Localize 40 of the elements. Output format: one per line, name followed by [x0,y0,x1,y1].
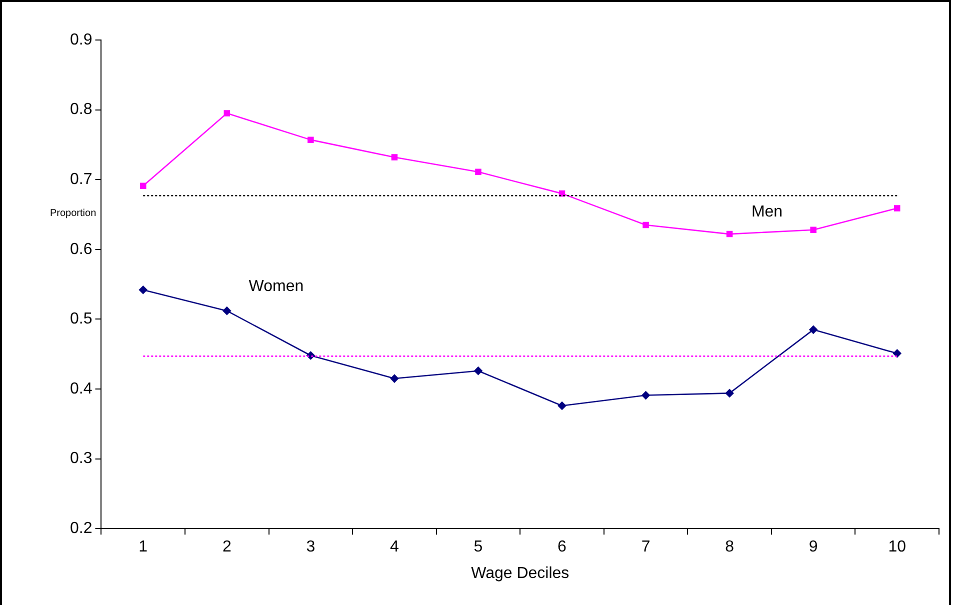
point [391,154,398,160]
y-tick-label: 0.5 [70,310,92,328]
y-tick-label: 0.4 [70,380,92,398]
point [308,136,314,143]
point [642,391,650,400]
y-tick-label: 0.7 [70,171,92,188]
point [558,402,566,410]
y-tick-label: 0.9 [70,31,92,48]
point [894,205,900,212]
point [138,286,148,294]
x-tick-label: 2 [222,538,232,556]
point [224,110,230,116]
y-tick-label: 0.3 [70,450,92,468]
point [810,226,816,233]
y-tick-label: 0.6 [70,240,92,258]
point [809,326,818,334]
point [140,182,146,190]
x-tick-label: 7 [641,538,650,556]
point [222,306,232,315]
x-tick-label: 1 [138,538,148,556]
point [725,389,734,398]
x-tick-label: 9 [808,538,818,556]
series-label: Men [751,203,783,220]
x-tick-label: 4 [390,538,400,556]
x-tick-label: 6 [558,538,567,556]
y-tick-label: 0.2 [70,520,92,538]
x-axis-title: Wage Deciles [471,564,570,582]
point [726,230,733,238]
x-tick-label: 10 [888,538,906,556]
x-tick-label: 3 [306,538,316,556]
x-tick-label: 8 [725,538,734,556]
point [390,374,399,383]
y-axis-title: Proportion [50,208,96,220]
series-label: Women [248,278,304,296]
y-tick-label: 0.8 [70,101,92,118]
point [475,168,482,176]
point [474,366,482,375]
point [642,222,649,228]
x-tick-label: 5 [474,538,483,556]
point [892,349,902,358]
